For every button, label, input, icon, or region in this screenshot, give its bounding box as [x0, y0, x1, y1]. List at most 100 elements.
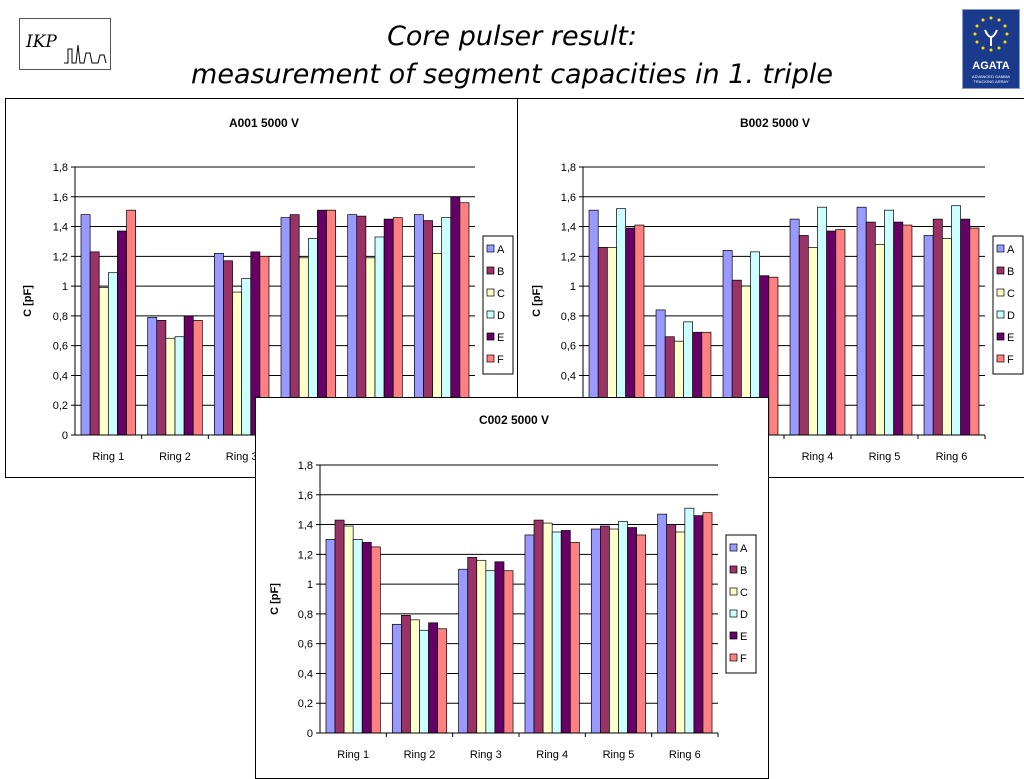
y-axis-label: C [pF]: [531, 285, 543, 317]
legend-label-f: F: [1007, 354, 1014, 366]
x-tick-label: Ring 6: [669, 749, 701, 761]
y-tick-label: 0,6: [561, 341, 576, 353]
chart-panel-c002: C002 5000 V 0 0,2 0,4 0,6 0,8 1 1,2 1,4 1,6 1,8 C […: [255, 397, 769, 779]
bar-b-ring-2: [156, 320, 167, 436]
bar-e-ring-1: [117, 230, 127, 436]
bar-c-ring-6: [941, 238, 952, 436]
bar-f-ring-6: [969, 227, 980, 436]
bar-e-ring-2: [183, 315, 194, 436]
legend-swatch-c: [996, 288, 1005, 297]
legend-swatch-a: [729, 543, 738, 552]
bar-d-ring-3: [241, 278, 252, 436]
legend: [725, 534, 757, 674]
legend-label-c: C: [1007, 288, 1015, 300]
chart-title: C002 5000 V: [479, 413, 549, 427]
y-tick-label: 0,8: [298, 609, 313, 621]
bar-b-ring-1: [89, 251, 100, 436]
bar-d-ring-3: [485, 570, 496, 734]
legend-swatch-b: [996, 266, 1005, 275]
bar-d-ring-2: [174, 336, 185, 436]
bar-a-ring-2: [391, 623, 402, 734]
bar-e-ring-3: [494, 561, 505, 734]
y-tick-label: 1: [62, 281, 68, 293]
title-line-2: measurement of segment capacities in 1. …: [191, 59, 833, 90]
bar-d-ring-6: [684, 507, 695, 734]
y-tick-label: 0: [62, 430, 68, 442]
bar-e-ring-2: [428, 622, 438, 734]
chart-title: A001 5000 V: [229, 116, 299, 130]
legend-label-a: A: [497, 244, 505, 256]
bar-c-ring-3: [476, 559, 487, 734]
legend-label-f: F: [740, 653, 747, 665]
legend-label-c: C: [740, 587, 748, 599]
y-tick-label: 0: [307, 728, 313, 740]
y-axis-label: C [pF]: [22, 285, 34, 317]
agata-logo-text: AGATA: [972, 60, 1010, 72]
legend-label-d: D: [497, 310, 505, 322]
y-tick-label: 1,2: [53, 251, 68, 263]
bar-f-ring-6: [702, 512, 713, 734]
legend-label-e: E: [497, 332, 504, 344]
legend-label-b: B: [1007, 266, 1014, 278]
y-tick-label: 1,8: [53, 162, 68, 174]
bar-f-ring-3: [503, 570, 514, 734]
x-tick-label: Ring 3: [226, 451, 258, 463]
bar-f-ring-5: [636, 534, 647, 734]
y-tick-label: 0,4: [298, 668, 313, 680]
bar-d-ring-5: [884, 209, 895, 436]
legend-swatch-d: [729, 609, 738, 618]
chart-title: B002 5000 V: [740, 116, 810, 130]
bar-e-ring-4: [560, 530, 571, 734]
y-tick-label: 0,4: [53, 370, 68, 382]
bar-c-ring-2: [410, 619, 420, 734]
legend-swatch-e: [486, 332, 495, 341]
legend-swatch-f: [729, 653, 738, 662]
bar-a-ring-3: [458, 568, 469, 734]
legend-swatch-e: [996, 332, 1005, 341]
legend-label-a: A: [740, 543, 748, 555]
x-tick-label: Ring 2: [404, 749, 436, 761]
bar-a-ring-6: [923, 235, 934, 436]
legend-swatch-e: [729, 631, 738, 640]
bar-d-ring-1: [352, 539, 363, 734]
bar-c-ring-4: [542, 522, 553, 734]
y-tick-label: 1,4: [561, 222, 576, 234]
legend-swatch-b: [729, 565, 738, 574]
y-tick-label: 1,8: [298, 460, 313, 472]
legend-swatch-f: [996, 354, 1005, 363]
y-tick-label: 0,8: [561, 311, 576, 323]
bar-a-ring-3: [213, 253, 224, 436]
bar-f-ring-2: [192, 320, 203, 436]
bar-c-ring-1: [343, 525, 354, 734]
y-tick-label: 1,4: [53, 222, 68, 234]
y-tick-label: 1,6: [53, 192, 68, 204]
x-tick-label: Ring 4: [536, 749, 568, 761]
bar-a-ring-6: [657, 513, 668, 734]
x-tick-label: Ring 1: [337, 749, 369, 761]
bar-a-ring-5: [856, 206, 867, 436]
bar-c-ring-5: [874, 244, 885, 436]
legend-swatch-d: [996, 310, 1005, 319]
bar-e-ring-5: [627, 527, 637, 734]
bar-b-ring-4: [533, 519, 544, 734]
agata-logo: AGATA ADVANCED GAMMA TRACKING ARRAY: [962, 9, 1020, 89]
y-tick-label: 1,2: [561, 251, 576, 263]
bar-a-ring-5: [590, 528, 601, 734]
bar-c-ring-4: [807, 247, 818, 436]
bar-b-ring-5: [600, 525, 610, 734]
y-axis-label: C [pF]: [269, 583, 281, 615]
bar-f-ring-4: [835, 229, 846, 436]
bar-b-ring-6: [666, 524, 677, 734]
bar-e-ring-4: [826, 230, 837, 436]
bar-b-ring-3: [223, 260, 233, 436]
y-tick-label: 1,8: [561, 162, 576, 174]
legend-label-e: E: [740, 631, 747, 643]
x-tick-label: Ring 3: [470, 749, 502, 761]
bar-a-ring-2: [147, 317, 158, 436]
castle-icon: [64, 44, 107, 64]
legend-swatch-c: [729, 587, 738, 596]
ikp-logo-text: IKP: [26, 32, 57, 52]
y-tick-label: 0,6: [53, 341, 68, 353]
y-tick-label: 1,2: [298, 549, 313, 561]
bar-e-ring-1: [361, 542, 372, 734]
